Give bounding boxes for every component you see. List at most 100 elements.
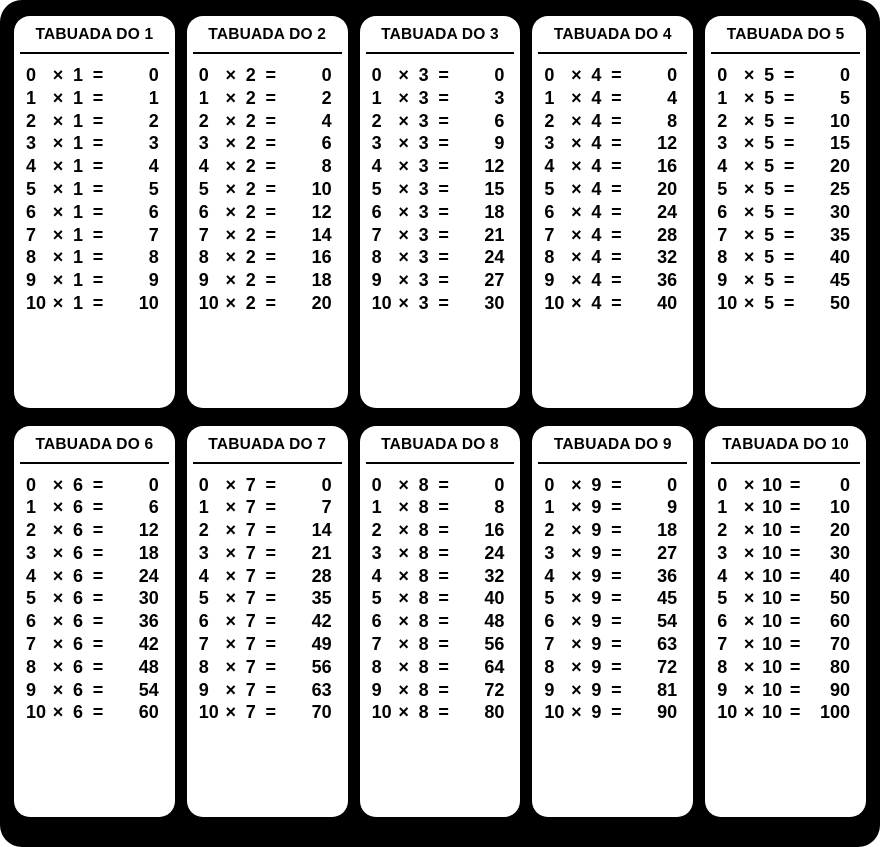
operand-b: 8: [412, 498, 436, 516]
result: 56: [452, 635, 511, 653]
result: 6: [106, 203, 165, 221]
multiply-symbol: ×: [50, 271, 66, 289]
operand-b: 3: [412, 248, 436, 266]
operand-a: 5: [199, 180, 223, 198]
operand-a: 8: [26, 248, 50, 266]
table-row: 10×1=10: [26, 294, 165, 312]
operand-b: 6: [66, 521, 90, 539]
operand-a: 1: [544, 498, 568, 516]
card-body: 0×2=01×2=22×2=43×2=64×2=85×2=106×2=127×2…: [187, 62, 348, 408]
operand-a: 5: [717, 589, 741, 607]
multiply-symbol: ×: [741, 681, 757, 699]
equals-symbol: =: [90, 544, 106, 562]
multiply-symbol: ×: [741, 589, 757, 607]
operand-a: 10: [26, 294, 50, 312]
result: 2: [106, 112, 165, 130]
multiply-symbol: ×: [223, 157, 239, 175]
result: 54: [624, 612, 683, 630]
operand-a: 10: [372, 294, 396, 312]
equals-symbol: =: [436, 476, 452, 494]
table-row: 4×9=36: [544, 567, 683, 585]
operand-b: 4: [584, 66, 608, 84]
equals-symbol: =: [263, 112, 279, 130]
result: 14: [279, 226, 338, 244]
table-row: 1×7=7: [199, 498, 338, 516]
multiply-symbol: ×: [396, 681, 412, 699]
operand-b: 3: [412, 203, 436, 221]
operand-a: 8: [717, 248, 741, 266]
table-row: 10×8=80: [372, 703, 511, 721]
result: 48: [106, 658, 165, 676]
card-body: 0×7=01×7=72×7=143×7=214×7=285×7=356×7=42…: [187, 472, 348, 818]
operand-a: 10: [717, 294, 741, 312]
operand-b: 4: [584, 226, 608, 244]
equals-symbol: =: [263, 89, 279, 107]
equals-symbol: =: [436, 521, 452, 539]
result: 30: [452, 294, 511, 312]
table-row: 2×8=16: [372, 521, 511, 539]
equals-symbol: =: [263, 294, 279, 312]
equals-symbol: =: [608, 180, 624, 198]
result: 70: [803, 635, 856, 653]
equals-symbol: =: [436, 89, 452, 107]
card-body: 0×6=01×6=62×6=123×6=184×6=245×6=306×6=36…: [14, 472, 175, 818]
table-row: 5×9=45: [544, 589, 683, 607]
operand-b: 7: [239, 681, 263, 699]
equals-symbol: =: [263, 248, 279, 266]
multiply-symbol: ×: [50, 89, 66, 107]
multiply-symbol: ×: [50, 476, 66, 494]
equals-symbol: =: [436, 635, 452, 653]
operand-b: 7: [239, 635, 263, 653]
result: 90: [803, 681, 856, 699]
operand-a: 7: [26, 635, 50, 653]
result: 24: [452, 248, 511, 266]
table-row: 6×6=36: [26, 612, 165, 630]
multiply-symbol: ×: [223, 476, 239, 494]
multiply-symbol: ×: [396, 521, 412, 539]
result: 14: [279, 521, 338, 539]
multiply-symbol: ×: [50, 180, 66, 198]
operand-b: 6: [66, 703, 90, 721]
operand-b: 5: [757, 66, 781, 84]
multiply-symbol: ×: [396, 635, 412, 653]
result: 40: [797, 248, 856, 266]
result: 24: [624, 203, 683, 221]
result: 0: [797, 66, 856, 84]
table-row: 3×2=6: [199, 134, 338, 152]
operand-a: 9: [717, 681, 741, 699]
multiply-symbol: ×: [50, 544, 66, 562]
operand-a: 2: [372, 521, 396, 539]
equals-symbol: =: [90, 112, 106, 130]
table-row: 10×10=100: [717, 703, 856, 721]
equals-symbol: =: [787, 521, 803, 539]
operand-b: 2: [239, 248, 263, 266]
operand-b: 5: [757, 89, 781, 107]
multiply-symbol: ×: [50, 66, 66, 84]
table-row: 4×8=32: [372, 567, 511, 585]
multiply-symbol: ×: [568, 112, 584, 130]
operand-b: 7: [239, 658, 263, 676]
table-row: 1×3=3: [372, 89, 511, 107]
result: 7: [279, 498, 338, 516]
equals-symbol: =: [608, 294, 624, 312]
table-row: 0×6=0: [26, 476, 165, 494]
equals-symbol: =: [263, 476, 279, 494]
table-row: 9×6=54: [26, 681, 165, 699]
equals-symbol: =: [787, 703, 803, 721]
operand-b: 2: [239, 294, 263, 312]
operand-a: 2: [26, 521, 50, 539]
table-row: 6×10=60: [717, 612, 856, 630]
table-row: 8×10=80: [717, 658, 856, 676]
table-row: 2×5=10: [717, 112, 856, 130]
equals-symbol: =: [781, 271, 797, 289]
operand-a: 8: [717, 658, 741, 676]
operand-a: 8: [199, 248, 223, 266]
equals-symbol: =: [436, 658, 452, 676]
operand-b: 1: [66, 248, 90, 266]
table-row: 4×1=4: [26, 157, 165, 175]
table-row: 3×3=9: [372, 134, 511, 152]
operand-b: 4: [584, 248, 608, 266]
result: 20: [624, 180, 683, 198]
result: 81: [624, 681, 683, 699]
result: 18: [106, 544, 165, 562]
